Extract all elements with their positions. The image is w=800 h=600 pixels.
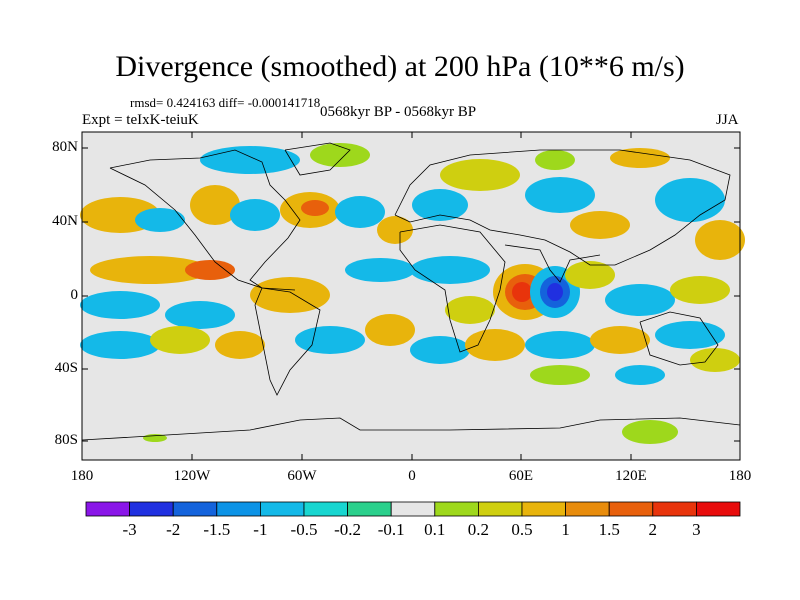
colorbar-tick-label: -0.2 [334, 520, 362, 539]
colorbar-tick-label: -2 [166, 520, 181, 539]
colorbar-tick-label: -0.1 [377, 520, 405, 539]
latitude-tick-label: 40S [54, 360, 78, 376]
latitude-tick-label: 80S [54, 432, 78, 448]
longitude-tick-label: 60W [287, 468, 317, 484]
colorbar-swatch [259, 501, 305, 517]
colorbar-swatch [477, 501, 523, 517]
colorbar-tick-label: 0.1 [424, 520, 446, 539]
colorbar-swatch [608, 501, 654, 517]
latitude-tick-label: 40N [52, 213, 78, 229]
longitude-tick-label: 60E [508, 468, 534, 484]
colorbar-swatch [652, 501, 697, 517]
colorbar-tick-label: 0.5 [511, 520, 533, 539]
colorbar-swatch [696, 501, 741, 517]
colorbar-tick-label: -3 [122, 520, 137, 539]
colorbar-tick-label: 1.5 [598, 520, 620, 539]
period-label: 0568kyr BP - 0568kyr BP [320, 104, 477, 120]
colorbar-tick-label: 0.2 [467, 520, 490, 539]
longitude-tick-label: 180 [70, 468, 94, 484]
colorbar [85, 501, 741, 517]
longitude-tick-label: 120E [615, 468, 647, 484]
longitude-tick-label: 120W [173, 468, 211, 484]
axis-ticks [81, 132, 741, 460]
colorbar-swatch [85, 501, 130, 517]
latitude-tick-label: 80N [52, 139, 78, 155]
colorbar-swatch [565, 501, 610, 517]
coastlines [81, 142, 741, 441]
colorbar-swatch [172, 501, 218, 517]
colorbar-tick-label: 1 [561, 520, 570, 539]
colorbar-tick-label: 3 [692, 520, 701, 539]
rmsd-diff-stats: rmsd= 0.424163 diff= -0.000141718 [130, 95, 321, 110]
divergence-field [80, 143, 745, 444]
experiment-label: Expt = teIxK-teiuK [82, 112, 199, 128]
colorbar-tick-label: -0.5 [290, 520, 318, 539]
colorbar-swatch [521, 501, 566, 517]
colorbar-tick-label: -1.5 [203, 520, 231, 539]
plot-title: Divergence (smoothed) at 200 hPa (10**6 … [115, 50, 685, 83]
colorbar-swatch [216, 501, 261, 517]
colorbar-swatch [303, 501, 348, 517]
colorbar-swatch [434, 501, 479, 517]
colorbar-tick-label: -1 [253, 520, 268, 539]
colorbar-swatch [347, 501, 392, 517]
longitude-tick-label: 180 [728, 468, 752, 484]
latitude-tick-label: 0 [70, 287, 79, 303]
colorbar-swatch [129, 501, 174, 517]
colorbar-swatch [390, 501, 436, 517]
season-label: JJA [716, 112, 739, 128]
longitude-tick-label: 0 [408, 468, 416, 484]
colorbar-tick-label: 2 [648, 520, 658, 539]
